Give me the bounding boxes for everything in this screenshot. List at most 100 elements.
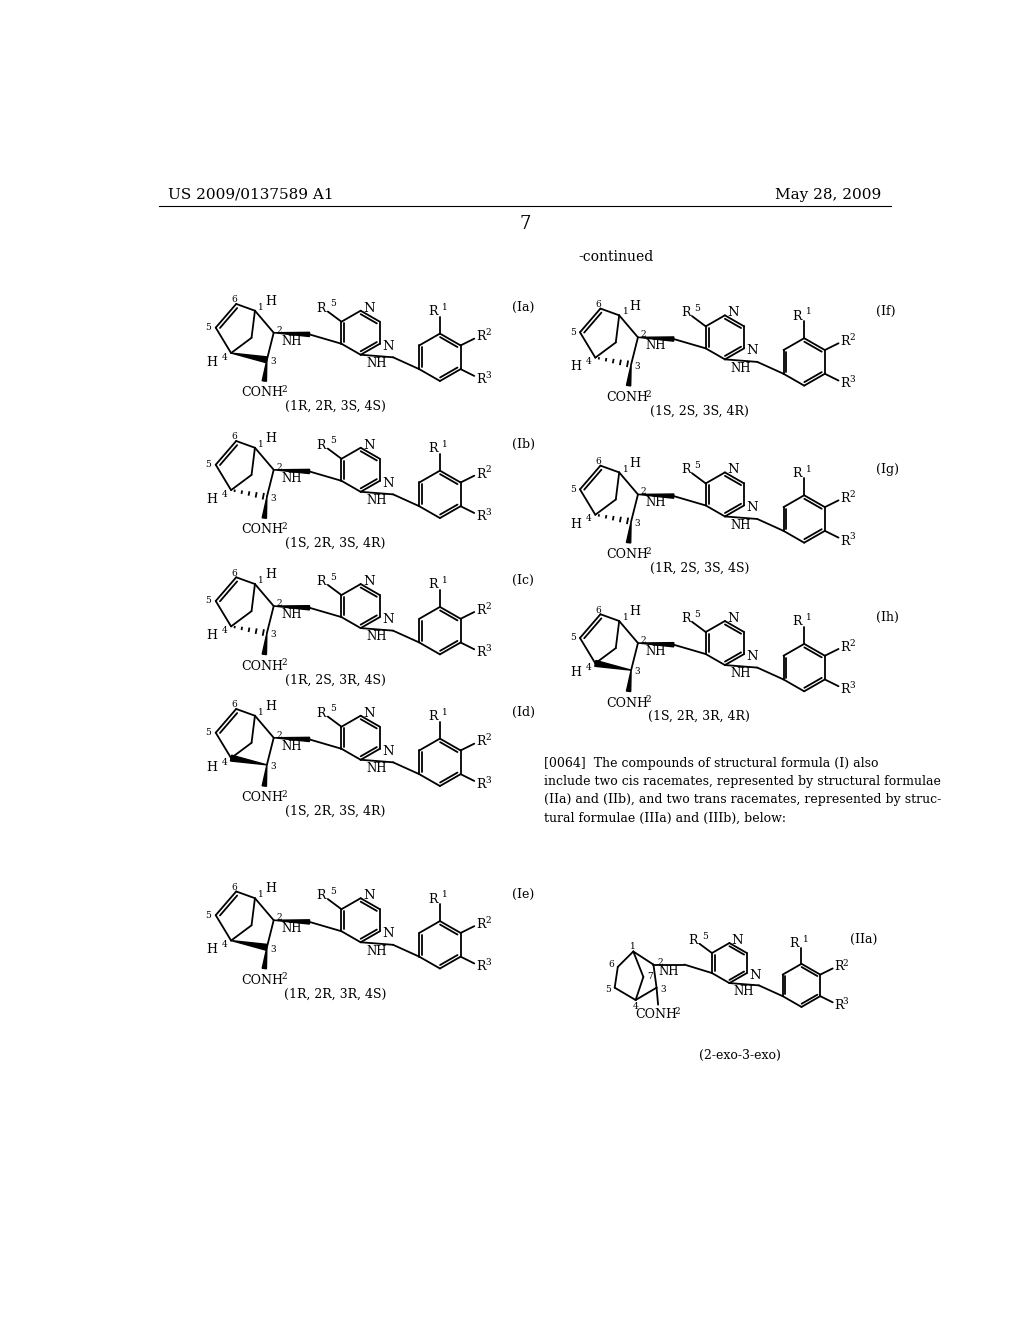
Text: R: R (681, 306, 690, 319)
Text: 2: 2 (640, 487, 646, 496)
Polygon shape (638, 643, 674, 647)
Text: 1: 1 (806, 308, 812, 317)
Text: 3: 3 (660, 985, 666, 994)
Text: H: H (630, 300, 640, 313)
Text: 1: 1 (258, 708, 264, 717)
Text: 2: 2 (282, 789, 287, 799)
Text: 5: 5 (569, 327, 575, 337)
Text: N: N (364, 890, 375, 902)
Text: R: R (476, 330, 485, 343)
Text: (Ic): (Ic) (512, 574, 534, 587)
Text: R: R (316, 302, 326, 314)
Text: 2: 2 (276, 463, 282, 471)
Text: R: R (841, 640, 850, 653)
Text: 1: 1 (806, 465, 812, 474)
Text: (Ia): (Ia) (512, 301, 535, 314)
Text: 2: 2 (282, 659, 287, 668)
Text: 2: 2 (850, 490, 855, 499)
Text: 6: 6 (231, 700, 238, 709)
Text: R: R (793, 310, 802, 322)
Text: (IIa): (IIa) (850, 933, 877, 946)
Polygon shape (638, 494, 674, 498)
Text: 4: 4 (222, 490, 227, 499)
Text: N: N (727, 612, 739, 624)
Text: 4: 4 (222, 352, 227, 362)
Text: R: R (835, 961, 844, 973)
Text: CONH: CONH (242, 387, 284, 400)
Text: (Id): (Id) (512, 706, 535, 719)
Text: R: R (316, 438, 326, 451)
Text: NH: NH (734, 985, 755, 998)
Text: 6: 6 (231, 296, 238, 304)
Text: N: N (746, 649, 759, 663)
Text: -continued: -continued (579, 249, 654, 264)
Text: R: R (476, 647, 485, 659)
Text: 5: 5 (206, 461, 212, 469)
Text: 1: 1 (623, 465, 629, 474)
Text: (1S, 2R, 3R, 4R): (1S, 2R, 3R, 4R) (648, 710, 751, 723)
Text: NH: NH (731, 519, 752, 532)
Text: 5: 5 (331, 300, 336, 309)
Text: R: R (476, 735, 485, 748)
Text: 1: 1 (441, 576, 447, 585)
Text: R: R (835, 999, 844, 1012)
Text: H: H (265, 432, 276, 445)
Text: CONH: CONH (242, 660, 284, 673)
Text: 5: 5 (569, 484, 575, 494)
Text: 5: 5 (694, 304, 700, 313)
Text: 5: 5 (569, 634, 575, 643)
Text: NH: NH (282, 739, 302, 752)
Text: 4: 4 (222, 940, 227, 949)
Text: CONH: CONH (242, 792, 284, 804)
Text: H: H (630, 457, 640, 470)
Text: R: R (793, 467, 802, 479)
Text: 2: 2 (276, 326, 282, 335)
Text: 5: 5 (331, 887, 336, 896)
Text: 2: 2 (276, 731, 282, 739)
Text: 2: 2 (485, 465, 490, 474)
Text: R: R (476, 372, 485, 385)
Text: 3: 3 (635, 362, 640, 371)
Text: N: N (364, 706, 375, 719)
Text: 2: 2 (645, 696, 651, 705)
Text: 1: 1 (441, 708, 447, 717)
Text: R: R (316, 706, 326, 719)
Polygon shape (273, 470, 309, 474)
Text: 2: 2 (276, 599, 282, 609)
Text: H: H (207, 356, 217, 368)
Polygon shape (595, 660, 631, 671)
Text: H: H (570, 517, 582, 531)
Text: 4: 4 (633, 1002, 639, 1011)
Text: N: N (364, 576, 375, 587)
Text: NH: NH (282, 609, 302, 620)
Text: [0064]  The compounds of structural formula (I) also
include two cis racemates, : [0064] The compounds of structural formu… (544, 758, 941, 825)
Text: R: R (476, 961, 485, 973)
Text: N: N (750, 969, 761, 982)
Text: 3: 3 (270, 631, 275, 639)
Text: NH: NH (282, 335, 302, 347)
Polygon shape (273, 606, 309, 610)
Text: R: R (841, 335, 850, 348)
Text: 6: 6 (231, 883, 238, 892)
Text: 3: 3 (270, 945, 275, 953)
Text: (2-exo-3-exo): (2-exo-3-exo) (699, 1049, 781, 1063)
Text: NH: NH (367, 494, 387, 507)
Text: 5: 5 (331, 705, 336, 713)
Text: 1: 1 (806, 612, 812, 622)
Text: 3: 3 (485, 958, 490, 968)
Text: 2: 2 (282, 521, 287, 531)
Text: (Ig): (Ig) (876, 462, 899, 475)
Text: 2: 2 (657, 958, 663, 966)
Text: 3: 3 (850, 681, 855, 690)
Polygon shape (231, 352, 267, 363)
Text: N: N (746, 502, 759, 515)
Text: R: R (476, 917, 485, 931)
Text: 1: 1 (441, 440, 447, 449)
Text: 5: 5 (206, 911, 212, 920)
Polygon shape (262, 360, 267, 381)
Text: 3: 3 (850, 532, 855, 541)
Text: R: R (428, 442, 437, 455)
Text: 1: 1 (258, 302, 264, 312)
Text: 3: 3 (850, 375, 855, 384)
Text: 5: 5 (694, 461, 700, 470)
